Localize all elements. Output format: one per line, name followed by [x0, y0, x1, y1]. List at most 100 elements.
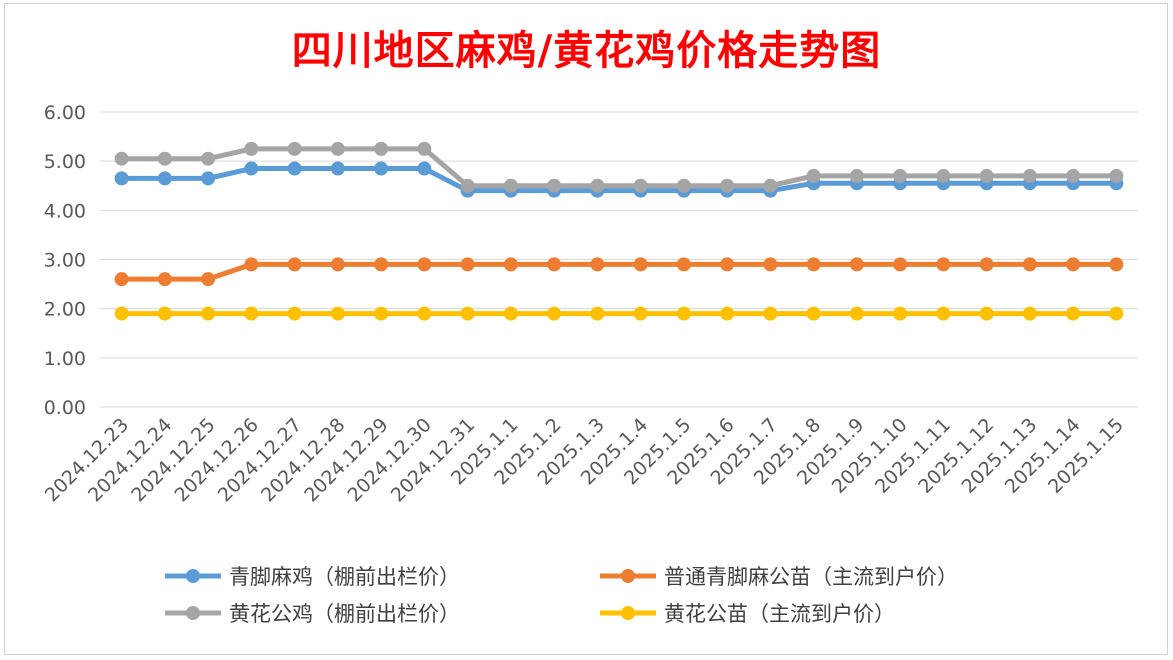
data-point	[157, 306, 172, 321]
gridlines	[100, 111, 1138, 408]
legend-label: 黄花公苗（主流到户价）	[664, 602, 895, 626]
legend-item: 普通青脚麻公苗（主流到户价）	[600, 565, 958, 589]
data-point	[503, 178, 518, 193]
series-line	[121, 146, 1117, 189]
data-point	[849, 306, 864, 321]
series-line	[121, 261, 1117, 282]
data-point	[633, 257, 648, 272]
data-point	[1109, 257, 1124, 272]
x-axis-ticks: 2024.12.232024.12.242024.12.252024.12.26…	[41, 414, 1128, 506]
data-point	[936, 168, 951, 183]
legend-label: 黄花公鸡（棚前出栏价）	[229, 602, 460, 626]
data-point	[893, 168, 908, 183]
data-point	[374, 257, 389, 272]
series-1	[114, 257, 1124, 287]
data-point	[1022, 168, 1037, 183]
series-lines	[114, 141, 1124, 321]
data-point	[157, 272, 172, 287]
y-tick-label: 4.00	[44, 200, 86, 222]
data-point	[374, 161, 389, 176]
series-2	[114, 141, 1124, 193]
data-point	[763, 178, 778, 193]
data-point	[1066, 168, 1081, 183]
data-point	[201, 306, 216, 321]
data-point	[1022, 306, 1037, 321]
data-point	[503, 257, 518, 272]
data-point	[460, 306, 475, 321]
legend-item: 黄花公鸡（棚前出栏价）	[165, 602, 460, 626]
y-tick-label: 6.00	[44, 102, 86, 124]
data-point	[590, 306, 605, 321]
data-point	[849, 168, 864, 183]
y-tick-label: 2.00	[44, 299, 86, 321]
legend-marker	[621, 606, 635, 620]
data-point	[460, 257, 475, 272]
data-point	[1109, 168, 1124, 183]
legend-marker	[621, 569, 635, 583]
data-point	[1066, 306, 1081, 321]
legend-item: 青脚麻鸡（棚前出栏价）	[165, 565, 460, 589]
data-point	[676, 257, 691, 272]
data-point	[806, 257, 821, 272]
data-point	[157, 171, 172, 186]
data-point	[201, 151, 216, 166]
data-point	[460, 178, 475, 193]
legend-marker	[186, 569, 200, 583]
data-point	[244, 257, 259, 272]
series-line	[121, 166, 1117, 194]
data-point	[201, 171, 216, 186]
data-point	[1022, 257, 1037, 272]
data-point	[244, 141, 259, 156]
data-point	[547, 257, 562, 272]
series-3	[114, 306, 1124, 321]
y-tick-label: 5.00	[44, 151, 86, 173]
data-point	[676, 306, 691, 321]
data-point	[114, 151, 129, 166]
data-point	[590, 257, 605, 272]
data-point	[417, 306, 432, 321]
data-point	[676, 178, 691, 193]
data-point	[330, 141, 345, 156]
data-point	[936, 257, 951, 272]
data-point	[330, 257, 345, 272]
data-point	[979, 257, 994, 272]
y-tick-label: 0.00	[44, 397, 86, 419]
data-point	[979, 168, 994, 183]
data-point	[417, 161, 432, 176]
data-point	[330, 161, 345, 176]
data-point	[547, 178, 562, 193]
data-point	[979, 306, 994, 321]
legend-label: 普通青脚麻公苗（主流到户价）	[664, 565, 958, 589]
data-point	[893, 257, 908, 272]
data-point	[763, 257, 778, 272]
data-point	[720, 257, 735, 272]
data-point	[590, 178, 605, 193]
data-point	[114, 306, 129, 321]
data-point	[287, 306, 302, 321]
data-point	[720, 306, 735, 321]
data-point	[936, 306, 951, 321]
data-point	[201, 272, 216, 287]
data-point	[244, 306, 259, 321]
y-axis-ticks: 0.00 1.00 2.00 3.00 4.00 5.00 6.00	[44, 102, 86, 419]
data-point	[806, 168, 821, 183]
data-point	[1109, 306, 1124, 321]
data-point	[503, 306, 518, 321]
data-point	[114, 272, 129, 287]
series-0	[114, 161, 1124, 198]
legend-label: 青脚麻鸡（棚前出栏价）	[229, 565, 460, 589]
data-point	[893, 306, 908, 321]
data-point	[114, 171, 129, 186]
data-point	[417, 257, 432, 272]
data-point	[849, 257, 864, 272]
legend-marker	[186, 606, 200, 620]
data-point	[806, 306, 821, 321]
legend: 青脚麻鸡（棚前出栏价） 普通青脚麻公苗（主流到户价） 黄花公鸡（棚前出栏价） 黄花公苗…	[165, 565, 958, 626]
y-tick-label: 3.00	[44, 250, 86, 272]
y-tick-label: 1.00	[44, 348, 86, 370]
data-point	[287, 141, 302, 156]
data-point	[720, 178, 735, 193]
data-point	[417, 141, 432, 156]
data-point	[633, 178, 648, 193]
